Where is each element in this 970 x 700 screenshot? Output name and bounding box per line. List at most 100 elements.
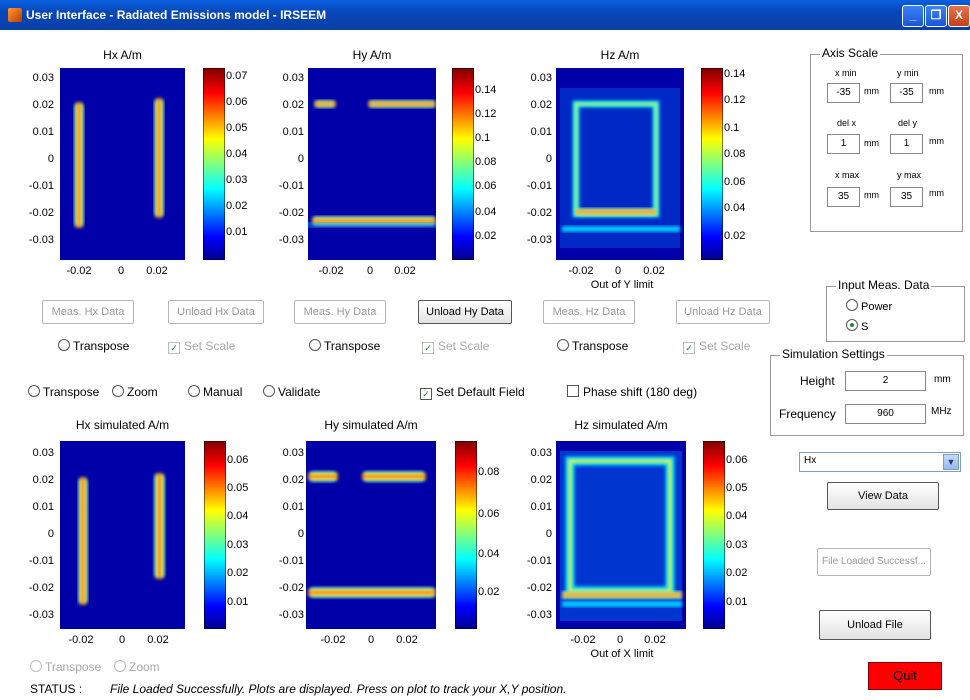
out-of-x-limit-label: Out of X limit [590,648,654,660]
xmax-input[interactable]: 35 [827,187,860,207]
y-tick: 0.03 [530,447,552,459]
y-tick: -0.03 [28,609,54,621]
zoom-bottom-radio[interactable]: Zoom [114,660,160,674]
delx-label: del x [837,118,857,128]
minimize-button[interactable]: _ [902,5,924,27]
cb-tick: 0.06 [475,180,497,192]
x-tick: 0 [366,265,374,277]
cb-tick: 0.08 [475,156,497,168]
cb-tick: 0.04 [475,206,497,218]
x-tick: 0 [117,265,125,277]
meas-hy-data-button[interactable]: Meas. Hy Data [294,300,386,324]
zoom-radio[interactable]: Zoom [112,385,158,399]
file-loaded-button[interactable]: File Loaded Successf... [817,548,931,576]
plot-hz-measured[interactable] [556,68,684,260]
radio-icon [188,385,200,397]
phase-shift-checkbox[interactable]: Phase shift (180 deg) [567,385,697,399]
plot-hy-measured[interactable] [308,68,436,260]
set-scale-hy-checkbox[interactable]: ✓ Set Scale [422,339,489,354]
view-data-button[interactable]: View Data [827,482,939,510]
manual-radio[interactable]: Manual [188,385,242,399]
frequency-unit: MHz [931,406,952,417]
mm-unit: mm [864,86,879,96]
plot-hx-simulated[interactable] [60,441,185,629]
xmin-input[interactable]: -35 [827,83,860,103]
y-tick: 0 [545,153,552,165]
transpose-hx-radio[interactable]: Transpose [58,339,129,353]
chevron-down-icon[interactable]: ▼ [943,454,959,470]
cb-tick: 0.05 [726,482,748,494]
checkbox-icon: ✓ [420,388,432,400]
cb-tick: 0.04 [726,510,748,522]
checkbox-icon [567,385,579,397]
cb-tick: 0.05 [227,482,249,494]
radio-icon [309,339,321,351]
validate-radio[interactable]: Validate [263,385,320,399]
cb-tick: 0.04 [724,202,746,214]
unload-hy-data-button[interactable]: Unload Hy Data [418,300,512,324]
transpose-hz-radio[interactable]: Transpose [557,339,628,353]
transpose-hy-radio[interactable]: Transpose [309,339,380,353]
cb-tick: 0.12 [724,94,746,106]
power-radio[interactable]: Power [846,299,892,313]
meas-hx-data-button[interactable]: Meas. Hx Data [42,300,134,324]
plot-hz-sim-title: Hz simulated A/m [574,418,668,432]
dely-input[interactable]: 1 [890,134,923,154]
y-tick: -0.02 [28,207,54,219]
axis-scale-title: Axis Scale [820,46,881,60]
s-radio[interactable]: S [846,319,868,333]
y-tick: -0.02 [526,207,552,219]
cb-tick: 0.02 [726,567,748,579]
s-label: S [861,321,869,333]
set-default-field-checkbox[interactable]: ✓ Set Default Field [420,385,525,400]
transpose-sim-radio[interactable]: Transpose [28,385,99,399]
height-input[interactable]: 2 [845,371,926,391]
y-tick: 0 [545,528,552,540]
plot-hy-simulated[interactable] [306,441,436,629]
radio-icon [846,299,858,311]
y-tick: 0.02 [32,99,54,111]
transpose-label: Transpose [572,339,629,353]
transpose-label: Transpose [324,339,381,353]
close-button[interactable]: X [948,5,970,27]
set-scale-hz-checkbox[interactable]: ✓ Set Scale [683,339,750,354]
unload-file-button[interactable]: Unload File [819,610,931,640]
unload-hx-data-button[interactable]: Unload Hx Data [168,300,264,324]
x-tick: 0.02 [644,634,666,646]
cb-tick: 0.01 [227,596,249,608]
x-tick: 0.02 [396,634,418,646]
cb-tick: 0.06 [226,96,248,108]
set-scale-hx-checkbox[interactable]: ✓ Set Scale [168,339,235,354]
plot-hx-measured[interactable] [60,68,185,260]
ymax-input[interactable]: 35 [890,187,923,207]
y-tick: 0.03 [282,72,304,84]
transpose-bottom-radio[interactable]: Transpose [30,660,101,674]
x-tick: 0 [367,634,375,646]
status-label: STATUS : [30,682,83,696]
cb-tick: 0.08 [478,466,500,478]
maximize-button[interactable]: ❐ [925,5,947,27]
y-tick: 0.02 [530,99,552,111]
cb-tick: 0.03 [726,539,748,551]
y-tick: 0.02 [32,474,54,486]
ymin-input[interactable]: -35 [890,83,923,103]
cb-tick: 0.04 [226,148,248,160]
transpose-label: Transpose [43,385,100,399]
plot-hz-simulated[interactable] [556,441,686,629]
cb-tick: 0.03 [227,539,249,551]
dely-label: del y [898,118,918,128]
y-tick: -0.02 [526,582,552,594]
transpose-label: Transpose [73,339,130,353]
height-unit: mm [934,374,951,385]
ymin-label: y min [897,68,919,78]
meas-hz-data-button[interactable]: Meas. Hz Data [543,300,635,324]
unload-hz-data-button[interactable]: Unload Hz Data [676,300,770,324]
window-title: User Interface - Radiated Emissions mode… [26,8,327,22]
quit-button[interactable]: Quit [868,662,942,690]
cb-tick: 0.03 [226,174,248,186]
plot-hy-title: Hy A/m [352,48,392,62]
component-select[interactable]: Hx ▼ [799,452,961,472]
cb-tick: 0.14 [475,84,497,96]
frequency-input[interactable]: 960 [845,404,926,424]
delx-input[interactable]: 1 [827,134,860,154]
